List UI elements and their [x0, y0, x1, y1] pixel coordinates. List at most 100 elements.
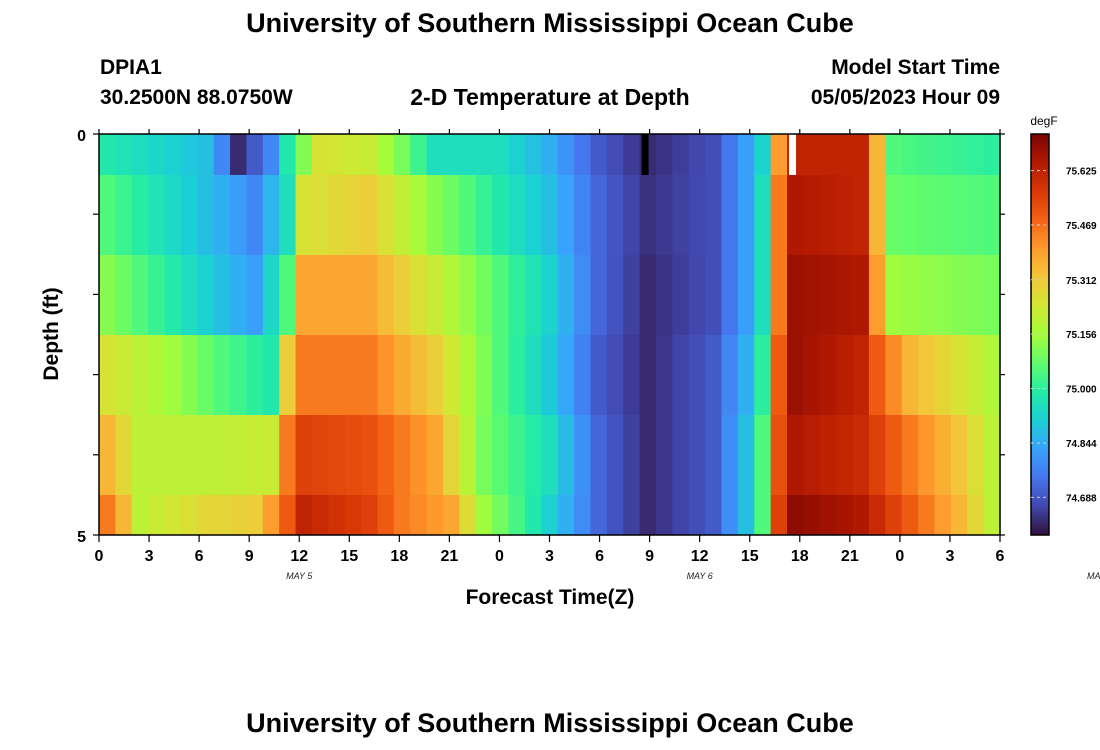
date-label: MAY 5	[286, 571, 313, 581]
heatmap-cell	[590, 255, 608, 335]
heatmap-cell	[623, 175, 641, 255]
heatmap-cell	[328, 175, 346, 255]
x-tick-label: 6	[195, 548, 204, 565]
heatmap-cell	[819, 495, 837, 535]
heatmap-cell	[492, 134, 510, 175]
heatmap-cell	[688, 335, 706, 415]
heatmap-cell	[524, 335, 542, 415]
x-axis: 0 3 6 9 12 15 18 21 0 3 6 9 12 15 18 21 0 3 6 MAY 5 MAY 6 MAY…	[95, 129, 1100, 581]
heatmap-cell	[770, 335, 788, 415]
heatmap-cell	[492, 175, 510, 255]
heatmap-cell	[541, 495, 559, 535]
heatmap-cell	[262, 495, 280, 535]
heatmap-cell	[787, 335, 805, 415]
heatmap-cell	[311, 415, 329, 495]
heatmap-cell	[934, 335, 952, 415]
x-tick-label: 9	[245, 548, 254, 565]
heatmap-cell	[262, 134, 280, 175]
page-title: University of Southern Mississippi Ocean…	[246, 8, 854, 38]
heatmap-cell	[967, 415, 985, 495]
heatmap-cell	[213, 415, 231, 495]
heatmap-cell	[295, 134, 313, 175]
heatmap-cell	[819, 255, 837, 335]
heatmap-cell	[950, 415, 968, 495]
y-axis: 05	[77, 128, 1005, 546]
x-tick-label: 15	[340, 548, 358, 565]
heatmap-cell	[918, 175, 936, 255]
heatmap-cell	[688, 415, 706, 495]
heatmap-cell	[213, 134, 231, 175]
heatmap-cell	[393, 495, 411, 535]
heatmap-cell	[852, 335, 870, 415]
heatmap-cell	[901, 134, 919, 175]
heatmap-cell	[344, 175, 362, 255]
heatmap-cell	[590, 415, 608, 495]
heatmap-cell	[688, 175, 706, 255]
colorbar-tick-label: 75.625	[1066, 167, 1097, 178]
colorbar: degF 75.625 75.469 75.312 75.156 75.000 74.84…	[1030, 114, 1097, 536]
heatmap-cell	[557, 495, 575, 535]
x-tick-label: 0	[495, 548, 504, 565]
colorbar-tick-label: 75.312	[1066, 276, 1097, 287]
x-tick-label: 6	[595, 548, 604, 565]
missing-value-marker	[641, 134, 649, 175]
heatmap-cell	[377, 415, 395, 495]
heatmap-cell	[754, 415, 772, 495]
station-coords: 30.2500N 88.0750W	[100, 86, 293, 109]
heatmap-cell	[492, 415, 510, 495]
heatmap-cell	[819, 335, 837, 415]
heatmap-cell	[279, 495, 297, 535]
heatmap-cell	[590, 134, 608, 175]
heatmap-cell	[361, 335, 379, 415]
heatmap-cell	[754, 495, 772, 535]
heatmap-cell	[606, 255, 624, 335]
heatmap-cell	[967, 255, 985, 335]
heatmap-cell	[918, 335, 936, 415]
heatmap-cell	[557, 255, 575, 335]
heatmap-cell	[426, 335, 444, 415]
heatmap-cell	[852, 255, 870, 335]
date-label: MAY 7	[1087, 571, 1100, 581]
heatmap-cell	[262, 335, 280, 415]
heatmap-cell	[934, 134, 952, 175]
heatmap-cell	[836, 134, 854, 175]
heatmap-cell	[983, 255, 1001, 335]
heatmap-cell	[164, 134, 182, 175]
heatmap-cell	[721, 415, 739, 495]
heatmap-cell	[721, 495, 739, 535]
heatmap-cell	[180, 335, 198, 415]
heatmap-cell	[361, 415, 379, 495]
heatmap-cell	[885, 415, 903, 495]
heatmap-cell	[99, 335, 116, 415]
heatmap-cell	[639, 335, 657, 415]
heatmap-cell	[918, 255, 936, 335]
heatmap-cell	[99, 175, 116, 255]
heatmap-cells	[99, 134, 1001, 535]
heatmap-cell	[983, 335, 1001, 415]
heatmap-cell	[950, 134, 968, 175]
heatmap-cell	[197, 495, 215, 535]
heatmap-cell	[164, 415, 182, 495]
heatmap-cell	[279, 134, 297, 175]
heatmap-cell	[770, 495, 788, 535]
heatmap-cell	[180, 175, 198, 255]
heatmap-cell	[393, 175, 411, 255]
heatmap-cell	[836, 415, 854, 495]
heatmap-cell	[279, 335, 297, 415]
heatmap-cell	[672, 255, 690, 335]
heatmap-cell	[492, 335, 510, 415]
heatmap-cell	[918, 134, 936, 175]
heatmap-cell	[230, 335, 248, 415]
heatmap-cell	[787, 415, 805, 495]
heatmap-cell	[295, 415, 313, 495]
heatmap-cell	[131, 335, 149, 415]
heatmap-cell	[868, 175, 886, 255]
heatmap-cell	[672, 134, 690, 175]
heatmap-cell	[426, 134, 444, 175]
heatmap-cell	[524, 175, 542, 255]
heatmap-cell	[868, 134, 886, 175]
heatmap-cell	[737, 335, 755, 415]
heatmap-cell	[836, 495, 854, 535]
heatmap-cell	[934, 495, 952, 535]
heatmap-cell	[983, 175, 1001, 255]
